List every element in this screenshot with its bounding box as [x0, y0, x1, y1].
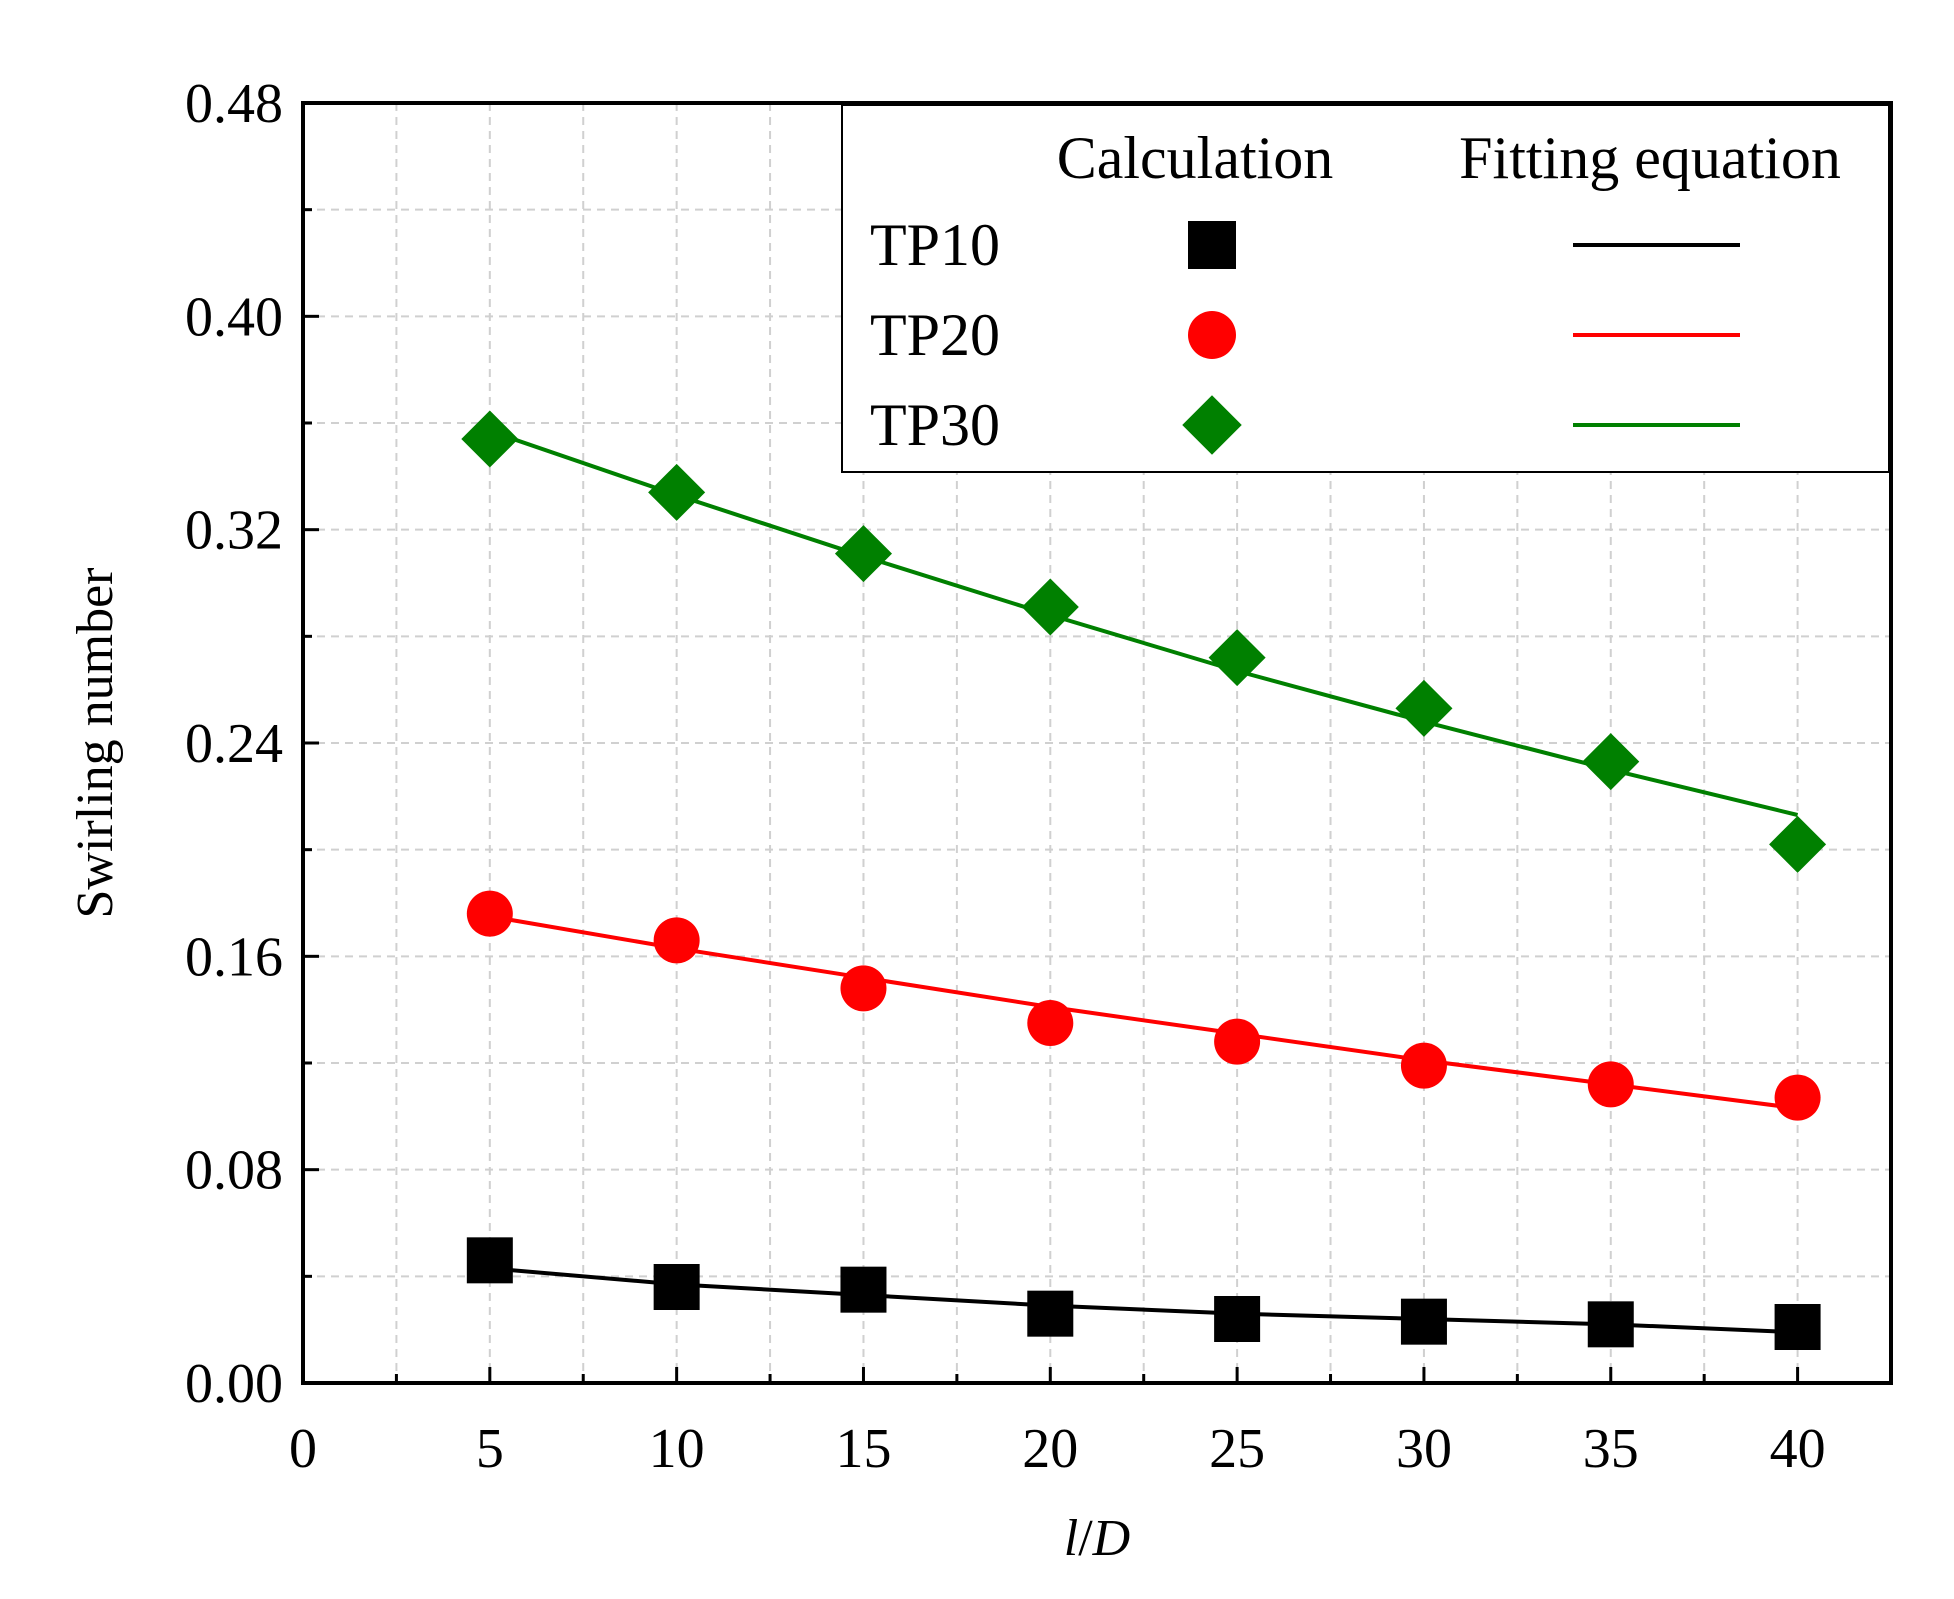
fit-lines: [489, 429, 1799, 1335]
legend-label-tp10: TP10: [870, 212, 1000, 278]
legend-entries: TP10 TP20 TP30: [870, 212, 1740, 458]
y-tick-label: 0.24: [185, 713, 283, 775]
data-point-tp30: [1582, 733, 1640, 791]
x-tick-label: 35: [1583, 1418, 1639, 1480]
legend-header-fitting: Fitting equation: [1459, 125, 1841, 191]
x-axis-title-d: D: [1092, 1510, 1131, 1567]
data-point-tp10: [466, 1237, 513, 1284]
data-point-tp10: [1774, 1304, 1821, 1350]
data-point-tp20: [653, 917, 700, 964]
data-point-tp10: [1400, 1298, 1447, 1345]
data-point-tp30: [1021, 578, 1079, 636]
data-point-tp30: [1208, 629, 1266, 687]
x-tick-label: 5: [476, 1418, 504, 1480]
legend-marker-tp20: [1188, 311, 1236, 359]
legend-marker-tp10: [1188, 221, 1236, 269]
y-tick-label: 0.00: [185, 1353, 283, 1415]
x-tick-label: 30: [1396, 1418, 1452, 1480]
legend: Calculation Fitting equation TP10 TP20 TP3…: [841, 104, 1890, 473]
legend-box: [841, 104, 1890, 473]
fit-line-tp30: [489, 429, 1799, 817]
x-tick-label: 0: [289, 1418, 317, 1480]
data-point-tp20: [466, 890, 513, 937]
legend-marker-tp30: [1182, 395, 1242, 455]
x-tick-label: 40: [1770, 1418, 1826, 1480]
legend-label-tp20: TP20: [870, 302, 1000, 368]
y-tick-label: 0.40: [185, 286, 283, 348]
x-tick-label: 20: [1022, 1418, 1078, 1480]
data-point-tp10: [1214, 1296, 1261, 1342]
axis-ticks: 0 5 10 15 20 25 30 35 40 0.00 0.08 0.16 0.24 0.32 0.40…: [185, 73, 1826, 1480]
data-markers: [461, 410, 1827, 1350]
data-point-tp20: [1400, 1042, 1447, 1089]
data-point-tp20: [1774, 1074, 1821, 1121]
data-point-tp10: [1587, 1301, 1634, 1348]
legend-label-tp30: TP30: [870, 392, 1000, 458]
fit-line-tp20: [489, 914, 1798, 1111]
fit-line-tp10: [489, 1266, 1798, 1335]
data-point-tp30: [834, 525, 892, 583]
data-point-tp10: [653, 1264, 700, 1310]
data-point-tp20: [840, 965, 887, 1012]
x-axis-title: l/D: [1064, 1510, 1130, 1567]
x-tick-label: 25: [1209, 1418, 1265, 1480]
y-tick-label: 0.48: [185, 73, 283, 135]
y-tick-label: 0.16: [185, 926, 283, 988]
x-tick-label: 15: [835, 1418, 891, 1480]
data-point-tp20: [1214, 1018, 1261, 1065]
y-tick-label: 0.32: [185, 500, 283, 562]
data-point-tp30: [461, 410, 519, 468]
data-point-tp30: [1769, 815, 1827, 873]
data-point-tp10: [840, 1266, 887, 1313]
y-tick-label: 0.08: [185, 1140, 283, 1202]
x-axis-title-l: l: [1064, 1510, 1078, 1567]
data-point-tp30: [648, 463, 706, 521]
x-tick-label: 10: [649, 1418, 705, 1480]
x-axis-title-slash: /: [1078, 1510, 1093, 1567]
data-point-tp10: [1027, 1290, 1074, 1337]
data-point-tp20: [1587, 1061, 1634, 1108]
y-axis-title: Swirling number: [67, 568, 124, 919]
data-point-tp20: [1027, 1000, 1074, 1046]
legend-header-calculation: Calculation: [1057, 125, 1334, 191]
data-point-tp30: [1395, 679, 1453, 737]
